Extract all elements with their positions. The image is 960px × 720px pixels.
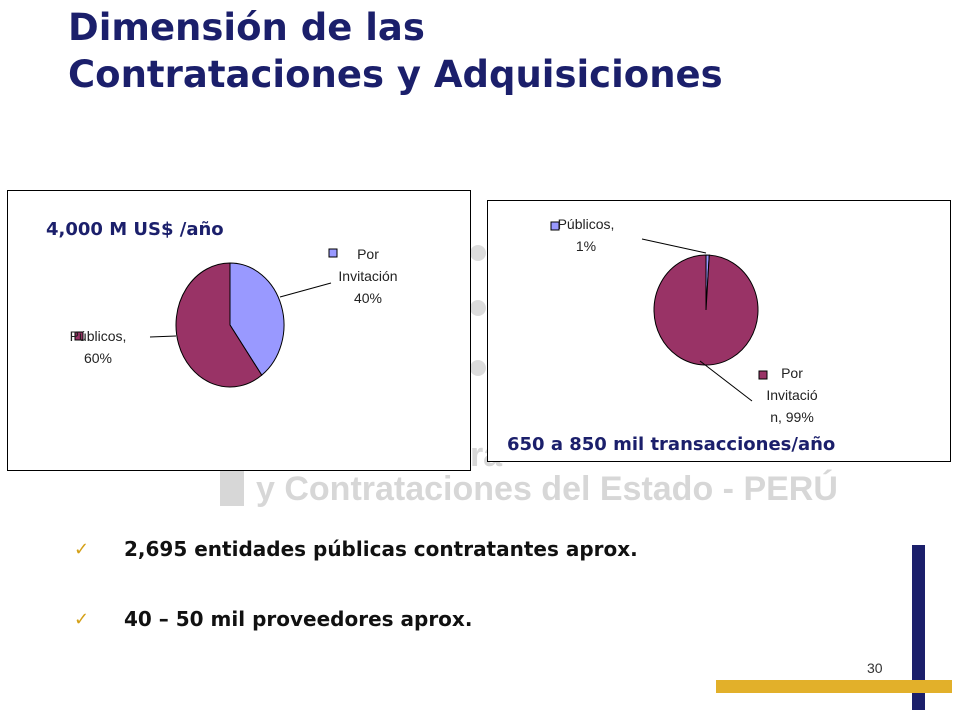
pie-slice (653, 254, 759, 366)
pie-chart-amount-svg: Por Invitación 40% Públicos, 60% (70, 246, 398, 388)
slice-label: 60% (84, 350, 112, 366)
pie-chart-transactions: Públicos, 1% Por Invitació n, 99% (487, 200, 951, 462)
bullet-item: ✓ 2,695 entidades públicas contratantes … (74, 537, 638, 561)
watermark-bar (220, 470, 244, 506)
slide-title: Dimensión de las Contrataciones y Adquis… (68, 4, 723, 98)
slice-label: Por (781, 365, 803, 381)
checkmark-icon: ✓ (74, 608, 90, 630)
watermark-dot (470, 245, 486, 261)
chart-annotation-amount: 4,000 M US$ /año (46, 219, 224, 240)
slice-label: Invitación (338, 268, 397, 284)
legend-swatch (758, 370, 768, 380)
title-line-2: Contrataciones y Adquisiciones (68, 53, 723, 96)
watermark-text-2: y Contrataciones del Estado - PERÚ (256, 470, 838, 508)
slice-label: n, 99% (770, 409, 814, 425)
chart-annotation-transactions: 650 a 850 mil transacciones/año (507, 434, 836, 455)
checkmark-icon: ✓ (74, 538, 90, 560)
pie-chart-transactions-svg: Públicos, 1% Por Invitació n, 99% (550, 216, 818, 425)
legend-swatch (74, 331, 84, 341)
legend-swatch (328, 248, 338, 258)
title-line-1: Dimensión de las (68, 6, 425, 49)
leader-line (641, 238, 707, 254)
slice-label: 1% (576, 238, 596, 254)
watermark-dot (470, 360, 486, 376)
slice-label: Invitació (766, 387, 818, 403)
bullet-text: 40 – 50 mil proveedores aprox. (124, 607, 473, 631)
pie-slice (229, 262, 285, 376)
bullet-item: ✓ 40 – 50 mil proveedores aprox. (74, 607, 472, 631)
slice-label: Por (357, 246, 379, 262)
decorative-vertical-bar (912, 545, 925, 710)
page-number: 30 (867, 660, 883, 676)
decorative-horizontal-bar (716, 680, 952, 693)
slice-label: 40% (354, 290, 382, 306)
legend-swatch (550, 221, 560, 231)
leader-line (149, 335, 177, 338)
leader-line (699, 360, 753, 402)
slice-label: Públicos, (558, 216, 615, 232)
leader-line (279, 282, 332, 298)
pie-chart-amount: Por Invitación 40% Públicos, 60% (7, 190, 471, 471)
pie-slice (175, 262, 263, 388)
slice-label: Públicos, (70, 328, 127, 344)
watermark-dot (470, 300, 486, 316)
bullet-text: 2,695 entidades públicas contratantes ap… (124, 537, 638, 561)
